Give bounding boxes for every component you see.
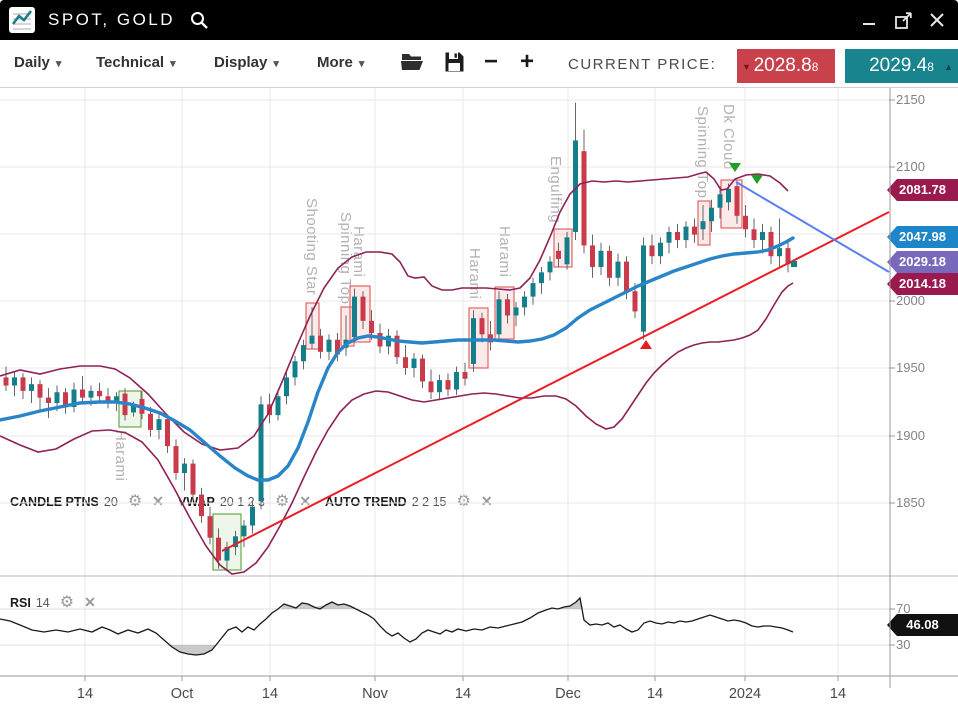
pattern-annotation: Spinning Top [337, 212, 354, 305]
indicator-params: 20 [103, 494, 118, 509]
rsi-value-badge: 46.08 [887, 614, 958, 636]
price-tick-label: 2150 [896, 92, 925, 107]
close-button[interactable] [924, 7, 950, 33]
ask-price-value: 2029.4 [869, 55, 928, 76]
rsi-tick-label: 30 [896, 637, 911, 652]
app-logo-icon [9, 7, 35, 33]
time-axis-label: 14 [646, 686, 664, 702]
indicator-row: RSI 14 ⚙ ✕ [10, 594, 96, 611]
indicator-params: 14 [35, 595, 50, 610]
pattern-annotation: Harami [350, 226, 367, 278]
time-axis-label: 14 [829, 686, 847, 702]
price-tick-label: 1950 [896, 360, 925, 375]
indicator-params: 2 2 15 [411, 494, 447, 509]
indicator-params: 20 1 2 3 [219, 494, 265, 509]
gear-icon[interactable]: ⚙ [275, 492, 290, 510]
search-icon[interactable] [189, 10, 209, 30]
indicator-row: VWAP 20 1 2 3 ⚙ ✕ [178, 493, 311, 510]
menu-technical[interactable]: Technical ▾ [96, 54, 176, 71]
zoom-in-button[interactable]: + [520, 48, 535, 75]
pattern-annotation: Harami [496, 226, 513, 278]
menu-label: More [317, 54, 353, 71]
minimize-button[interactable] [856, 7, 882, 33]
price-level-badge: 2047.98 [887, 226, 958, 248]
price-tick-label: 2000 [896, 293, 925, 308]
pattern-annotation: Harami [112, 430, 129, 482]
menu-daily[interactable]: Daily ▾ [14, 54, 61, 71]
bid-price-badge: ▼ 2028.88 [737, 49, 835, 83]
chevron-down-icon: ▾ [55, 58, 62, 70]
chevron-down-icon: ▾ [273, 58, 279, 70]
remove-indicator-icon[interactable]: ✕ [152, 493, 164, 509]
ask-price-badge: 2029.48 ▲ [845, 49, 958, 83]
price-tick-label: 1900 [896, 428, 925, 443]
price-tick-label: 2100 [896, 159, 925, 174]
chevron-down-icon: ▾ [170, 58, 176, 70]
popout-icon [894, 11, 912, 29]
remove-indicator-icon[interactable]: ✕ [84, 594, 96, 610]
time-axis-label: 14 [454, 686, 472, 702]
title-bar: SPOT, GOLD [0, 0, 958, 40]
indicator-name: CANDLE PTNS [10, 494, 99, 509]
menu-label: Daily [14, 54, 50, 71]
pattern-annotation: Shooting Star [303, 198, 320, 296]
indicator-row: CANDLE PTNS 20 ⚙ ✕ [10, 493, 164, 510]
indicator-name: VWAP [178, 494, 215, 509]
gear-icon[interactable]: ⚙ [456, 492, 471, 510]
time-axis-label: 14 [261, 686, 279, 702]
rsi-tick-label: 70 [896, 601, 911, 616]
indicator-row: AUTO TREND 2 2 15 ⚙ ✕ [325, 493, 493, 510]
arrow-down-icon: ▼ [742, 62, 751, 72]
time-axis-label: Dec [555, 686, 581, 702]
pattern-annotation: Spinning Top [694, 106, 711, 199]
pattern-annotation: Dk Cloud [720, 104, 737, 170]
minimize-icon [863, 23, 875, 25]
menu-display[interactable]: Display ▾ [214, 54, 279, 71]
toolbar: Daily ▾ Technical ▾ Display ▾ More ▾ − + CURREN… [0, 40, 958, 88]
time-axis-label: Nov [362, 686, 388, 702]
menu-more[interactable]: More ▾ [317, 54, 364, 71]
price-level-badge: 2029.18 [887, 251, 958, 273]
indicator-name: RSI [10, 595, 31, 610]
price-level-badge: 2014.18 [887, 273, 958, 295]
popout-button[interactable] [890, 7, 916, 33]
gear-icon[interactable]: ⚙ [59, 593, 75, 611]
time-axis-label: 2024 [728, 686, 762, 702]
indicator-name: AUTO TREND [325, 494, 407, 509]
symbol-title: SPOT, GOLD [48, 10, 176, 29]
pattern-annotation: Harami [466, 248, 483, 300]
remove-indicator-icon[interactable]: ✕ [299, 493, 312, 509]
time-axis-label: 14 [76, 686, 94, 702]
current-price-label: CURRENT PRICE: [568, 56, 717, 73]
open-folder-icon[interactable] [400, 51, 424, 73]
menu-label: Technical [96, 54, 165, 71]
menu-label: Display [214, 54, 268, 71]
zoom-out-button[interactable]: − [484, 48, 499, 75]
price-tick-label: 1850 [896, 495, 925, 510]
price-level-badge: 2081.78 [887, 179, 958, 201]
gear-icon[interactable]: ⚙ [127, 492, 143, 510]
time-axis-label: Oct [170, 686, 194, 702]
chevron-down-icon: ▾ [358, 58, 365, 70]
close-icon [930, 13, 944, 27]
bid-price-value: 2028.8 [753, 55, 812, 76]
pattern-annotation: Engulfing [547, 156, 564, 224]
remove-indicator-icon[interactable]: ✕ [480, 493, 493, 509]
arrow-up-icon: ▲ [944, 62, 953, 72]
save-icon[interactable] [444, 51, 465, 73]
